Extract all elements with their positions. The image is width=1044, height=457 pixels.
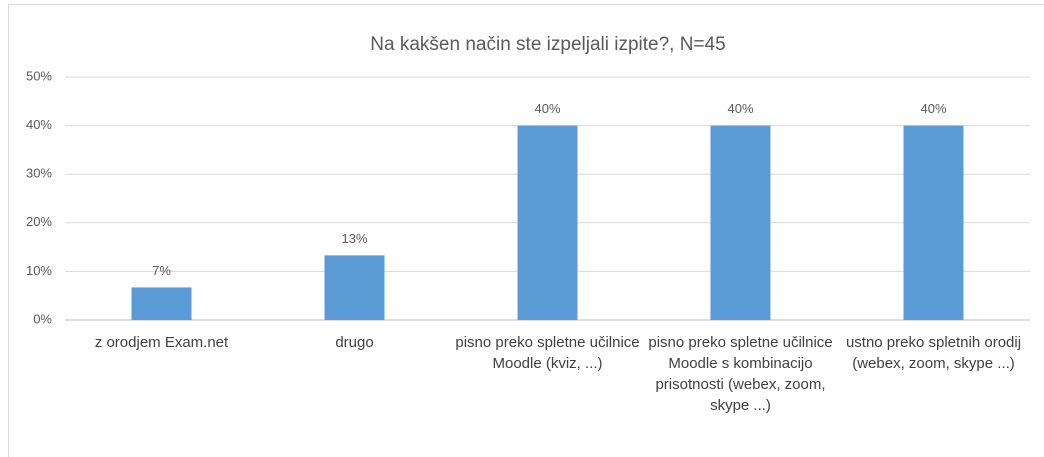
y-tick-label: 50% (26, 68, 52, 83)
x-tick-label: drugo (335, 334, 374, 351)
bar (131, 287, 192, 320)
data-label: 40% (920, 101, 946, 116)
chart-border (8, 4, 1044, 457)
bar (903, 125, 964, 320)
x-tick-label: pisno preko spletne učilnice Moodle (kvi… (455, 334, 640, 372)
x-tick-label: pisno preko spletne učilnice Moodle s ko… (648, 334, 833, 414)
data-label: 40% (727, 101, 753, 116)
x-tick-label: ustno preko spletnih orodij (webex, zoom… (845, 334, 1022, 372)
y-tick-label: 10% (26, 263, 52, 278)
data-label: 40% (534, 101, 560, 116)
y-tick-label: 40% (26, 117, 52, 132)
bar (324, 255, 385, 320)
data-label: 13% (341, 231, 367, 246)
y-tick-label: 30% (26, 166, 52, 181)
data-label: 7% (152, 263, 171, 278)
bar (710, 125, 771, 320)
bar (517, 125, 578, 320)
x-tick-label: z orodjem Exam.net (94, 334, 229, 351)
y-tick-label: 20% (26, 214, 52, 229)
y-tick-label: 0% (33, 311, 52, 326)
chart-title: Na kakšen način ste izpeljali izpite?, N… (370, 34, 725, 55)
